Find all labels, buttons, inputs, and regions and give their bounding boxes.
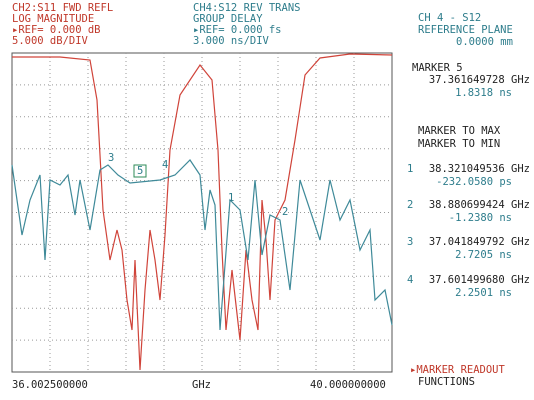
marker-freq: 37.041849792 GHz <box>429 236 530 248</box>
right-header: CH 4 - S12 REFERENCE PLANE 0.0000 mm <box>418 12 513 48</box>
s12-trace <box>11 159 393 331</box>
header-line: CH4:S12 REV TRANS <box>193 2 300 14</box>
header-line: 3.000 ns/DIV <box>193 35 270 47</box>
header-line: ▸REF= 0.000 fs <box>193 24 282 36</box>
x-stop: 40.000000000 <box>310 379 386 391</box>
active-marker: MARKER 5 37.361649728 GHz 1.8318 ns <box>412 62 530 99</box>
marker-number: 3 <box>407 236 413 248</box>
header-line: CH2:S11 FWD REFL <box>12 2 113 14</box>
plot-marker-label: 4 <box>162 159 168 171</box>
plot-marker-label: 2 <box>282 206 288 218</box>
marker-number: 4 <box>407 274 413 286</box>
marker-value: -232.0580 ps <box>436 176 512 188</box>
plot: 3 5 4 1 2 <box>11 52 393 373</box>
header-line: LOG MAGNITUDE <box>12 13 94 25</box>
active-marker-box <box>133 164 147 178</box>
grid <box>12 53 392 372</box>
softkey[interactable]: ▸MARKER READOUT <box>410 364 506 376</box>
marker-number: 2 <box>407 199 413 211</box>
marker-value: 1.8318 ns <box>455 87 512 99</box>
marker-list: 1 38.321049536 GHz -232.0580 ps 2 38.880… <box>407 163 530 299</box>
x-start: 36.002500000 <box>12 379 88 391</box>
marker-title: MARKER 5 <box>412 62 463 74</box>
header-line: 5.000 dB/DIV <box>12 35 89 47</box>
header-line: 0.0000 mm <box>456 36 513 48</box>
header-line: REFERENCE PLANE <box>418 24 513 36</box>
marker-freq: 38.880699424 GHz <box>429 199 530 211</box>
plot-marker-label: 1 <box>228 192 234 204</box>
function-key[interactable]: MARKER TO MAX <box>418 125 501 137</box>
marker-number: 1 <box>407 163 413 175</box>
x-unit: GHz <box>192 379 211 391</box>
marker-value: 2.2501 ns <box>455 287 512 299</box>
left-header: CH2:S11 FWD REFL LOG MAGNITUDE ▸REF= 0.0… <box>12 2 113 47</box>
marker-freq: 37.361649728 GHz <box>429 74 530 86</box>
marker-freq: 38.321049536 GHz <box>429 163 530 175</box>
plot-marker-label: 5 <box>137 165 143 177</box>
header-line: ▸REF= 0.000 dB <box>12 24 101 36</box>
s11-trace <box>12 53 393 371</box>
plot-marker-label: 3 <box>108 152 114 164</box>
mid-header: CH4:S12 REV TRANS GROUP DELAY ▸REF= 0.00… <box>193 2 300 47</box>
marker-freq: 37.601499680 GHz <box>429 274 530 286</box>
softkey[interactable]: FUNCTIONS <box>418 376 475 388</box>
header-line: GROUP DELAY <box>193 13 263 25</box>
marker-value: -1.2380 ns <box>449 212 512 224</box>
header-line: CH 4 - S12 <box>418 12 481 24</box>
marker-value: 2.7205 ns <box>455 249 512 261</box>
function-key[interactable]: MARKER TO MIN <box>418 138 500 150</box>
